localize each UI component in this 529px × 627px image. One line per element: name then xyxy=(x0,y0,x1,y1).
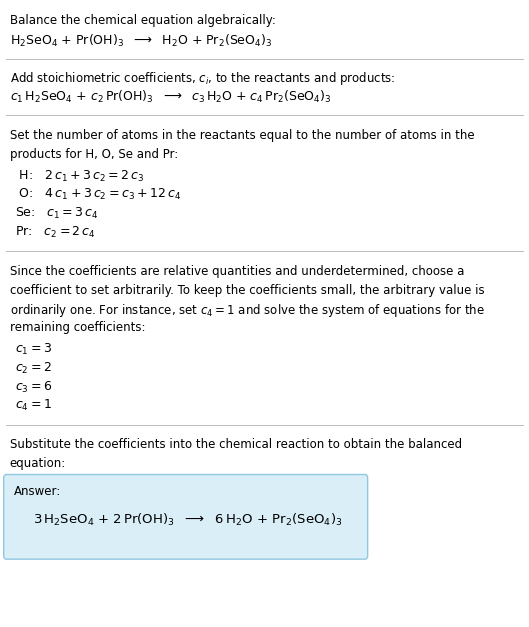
Text: coefficient to set arbitrarily. To keep the coefficients small, the arbitrary va: coefficient to set arbitrarily. To keep … xyxy=(10,283,484,297)
Text: $c_1 = 3$: $c_1 = 3$ xyxy=(15,342,52,357)
Text: products for H, O, Se and Pr:: products for H, O, Se and Pr: xyxy=(10,148,178,161)
Text: Since the coefficients are relative quantities and underdetermined, choose a: Since the coefficients are relative quan… xyxy=(10,265,464,278)
Text: Substitute the coefficients into the chemical reaction to obtain the balanced: Substitute the coefficients into the che… xyxy=(10,438,462,451)
Text: Add stoichiometric coefficients, $c_i$, to the reactants and products:: Add stoichiometric coefficients, $c_i$, … xyxy=(10,70,395,87)
Text: $c_1\,\mathregular{H_2SeO_4}$ + $c_2\,\mathregular{Pr(OH)_3}$  $\longrightarrow$: $c_1\,\mathregular{H_2SeO_4}$ + $c_2\,\m… xyxy=(10,89,331,105)
Text: $\mathregular{H_2SeO_4}$ + $\mathregular{Pr(OH)_3}$  $\longrightarrow$  $\mathre: $\mathregular{H_2SeO_4}$ + $\mathregular… xyxy=(10,33,272,49)
FancyBboxPatch shape xyxy=(4,475,368,559)
Text: O:   $4\,c_1 + 3\,c_2 = c_3 + 12\,c_4$: O: $4\,c_1 + 3\,c_2 = c_3 + 12\,c_4$ xyxy=(15,187,181,203)
Text: Balance the chemical equation algebraically:: Balance the chemical equation algebraica… xyxy=(10,14,276,27)
Text: $c_4 = 1$: $c_4 = 1$ xyxy=(15,398,52,413)
Text: Pr:   $c_2 = 2\,c_4$: Pr: $c_2 = 2\,c_4$ xyxy=(15,225,96,240)
Text: remaining coefficients:: remaining coefficients: xyxy=(10,321,145,334)
Text: Se:   $c_1 = 3\,c_4$: Se: $c_1 = 3\,c_4$ xyxy=(15,206,98,221)
Text: $3\,\mathregular{H_2SeO_4}$ + $2\,\mathregular{Pr(OH)_3}$  $\longrightarrow$  $6: $3\,\mathregular{H_2SeO_4}$ + $2\,\mathr… xyxy=(33,512,342,528)
Text: equation:: equation: xyxy=(10,457,66,470)
Text: H:   $2\,c_1 + 3\,c_2 = 2\,c_3$: H: $2\,c_1 + 3\,c_2 = 2\,c_3$ xyxy=(15,169,144,184)
Text: $c_3 = 6$: $c_3 = 6$ xyxy=(15,379,52,394)
Text: ordinarily one. For instance, set $c_4 = 1$ and solve the system of equations fo: ordinarily one. For instance, set $c_4 =… xyxy=(10,302,485,319)
Text: Answer:: Answer: xyxy=(14,485,61,498)
Text: Set the number of atoms in the reactants equal to the number of atoms in the: Set the number of atoms in the reactants… xyxy=(10,129,474,142)
Text: $c_2 = 2$: $c_2 = 2$ xyxy=(15,361,51,376)
